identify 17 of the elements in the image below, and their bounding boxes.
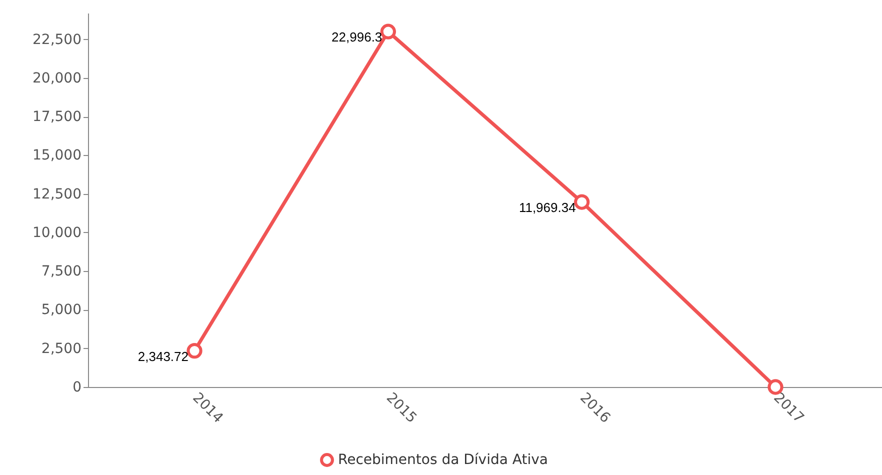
y-tick-label: 20,000 (32, 70, 82, 86)
y-tick-label: 0 (72, 380, 82, 396)
data-label: 2,343.72 (138, 348, 189, 364)
y-tick-label: 15,000 (32, 148, 82, 164)
y-tick-label: 10,000 (32, 224, 82, 241)
point (574, 194, 590, 210)
y-tick-label: 12,500 (32, 186, 82, 202)
y-tick-label: 22,500 (32, 32, 82, 48)
y-tick-label: 7,500 (41, 264, 82, 280)
y-tick-label: 5,000 (41, 302, 82, 318)
point (186, 342, 202, 359)
y-tick-label: 2,500 (41, 340, 82, 357)
y-tick-label: 17,500 (32, 109, 82, 126)
legend-label: Recebimentos da Dívida Ativa (338, 452, 548, 468)
data-label: 11,969.34 (518, 200, 576, 216)
data-label: 22,996.3 (332, 30, 382, 45)
point (380, 24, 396, 40)
